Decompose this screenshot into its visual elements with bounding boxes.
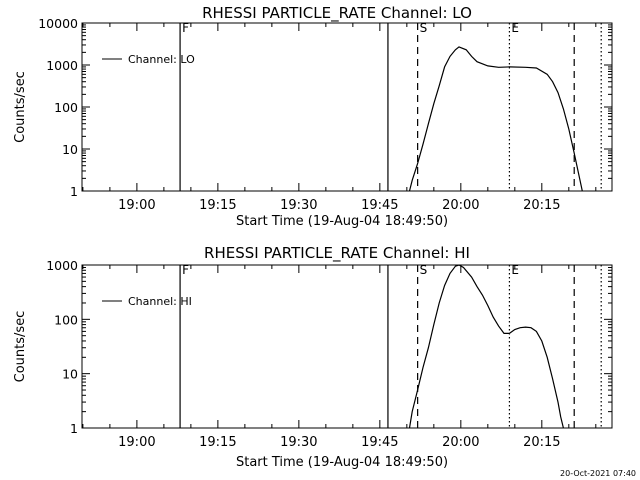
x-tick-label: 20:00 — [442, 198, 479, 213]
x-tick-label: 19:15 — [199, 198, 236, 213]
series-line — [408, 46, 583, 192]
vertical-line-label: S — [420, 263, 428, 277]
legend-label: Channel: LO — [128, 53, 195, 66]
chart-title: RHESSI PARTICLE_RATE Channel: HI — [204, 244, 470, 263]
x-tick-label: 19:00 — [118, 198, 155, 213]
x-tick-label: 19:30 — [280, 198, 317, 213]
footer-timestamp: 20-Oct-2021 07:40 — [560, 469, 636, 478]
series-line — [408, 264, 564, 429]
x-tick-label: 19:45 — [361, 435, 398, 450]
y-tick-label: 1 — [70, 184, 78, 199]
y-tick-label: 100 — [54, 312, 78, 327]
legend-label: Channel: HI — [128, 295, 192, 308]
x-tick-label: 20:00 — [442, 435, 479, 450]
chart-panel-2: RHESSI PARTICLE_RATE Channel: HI Start Ti… — [13, 244, 613, 470]
y-axis-label: Counts/sec — [13, 311, 28, 383]
plot-frame — [81, 22, 613, 192]
x-tick-label: 19:00 — [118, 435, 155, 450]
x-tick-label: 19:15 — [199, 435, 236, 450]
vertical-line-label: E — [511, 263, 519, 277]
x-axis-label: Start Time (19-Aug-04 18:49:50) — [236, 214, 448, 229]
y-tick-label: 10 — [62, 367, 78, 382]
plot-frame — [81, 264, 613, 429]
chart-panel-1: RHESSI PARTICLE_RATE Channel: LO Start Ti… — [13, 4, 613, 229]
x-tick-label: 19:30 — [280, 435, 317, 450]
x-axis-label: Start Time (19-Aug-04 18:49:50) — [236, 455, 448, 470]
y-tick-label: 1000 — [46, 58, 78, 73]
y-axis-label: Counts/sec — [13, 71, 28, 143]
y-tick-label: 10 — [62, 142, 78, 157]
chart-title: RHESSI PARTICLE_RATE Channel: LO — [202, 4, 472, 23]
y-tick-label: 1000 — [46, 258, 78, 273]
vertical-line-label: F — [182, 21, 189, 35]
vertical-line-label: F — [182, 263, 189, 277]
x-tick-label: 20:15 — [523, 198, 560, 213]
y-tick-label: 1 — [70, 421, 78, 436]
y-tick-label: 10000 — [38, 16, 78, 31]
vertical-line-label: E — [511, 21, 519, 35]
x-tick-label: 20:15 — [523, 435, 560, 450]
x-tick-label: 19:45 — [361, 198, 398, 213]
vertical-line-label: S — [420, 21, 428, 35]
y-tick-label: 100 — [54, 100, 78, 115]
